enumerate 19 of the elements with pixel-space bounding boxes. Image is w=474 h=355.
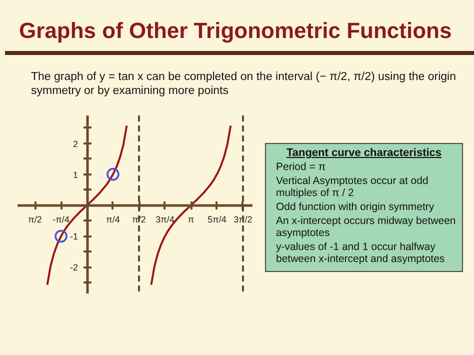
x-tick-label: π/4 [106, 214, 120, 224]
chart-title: Graphs of Other Trigonometric Functions [19, 17, 452, 45]
text: y-values of -1 and 1 occur halfway between x-intercept and asymptotes [276, 240, 446, 266]
text: Vertical Asymptotes occur at odd multiples of π / 2 [276, 174, 430, 200]
y-tick-label: -1 [70, 232, 78, 242]
y-tick-label: 2 [73, 138, 78, 149]
text: Odd function with origin symmetry [276, 200, 436, 214]
chart-subtitle: The graph of y = tan x can be completed on the interval (− π/2, π/2) using the origin symmetry or by examining more points [31, 71, 458, 99]
y-tick-label: 1 [73, 170, 78, 180]
text: Period = π [276, 161, 327, 174]
x-tick-label: π/2 [28, 214, 42, 224]
y-tick-label: -2 [70, 262, 78, 273]
text: Tangent curve characteristics [285, 147, 443, 160]
line-series [46, 124, 128, 286]
x-tick-label: 3π/4 [156, 214, 174, 224]
line-series [150, 124, 232, 286]
x-tick-label: -π/4 [52, 214, 70, 224]
x-tick-label: 5π/4 [208, 214, 226, 224]
x-tick-label: π [188, 214, 194, 224]
